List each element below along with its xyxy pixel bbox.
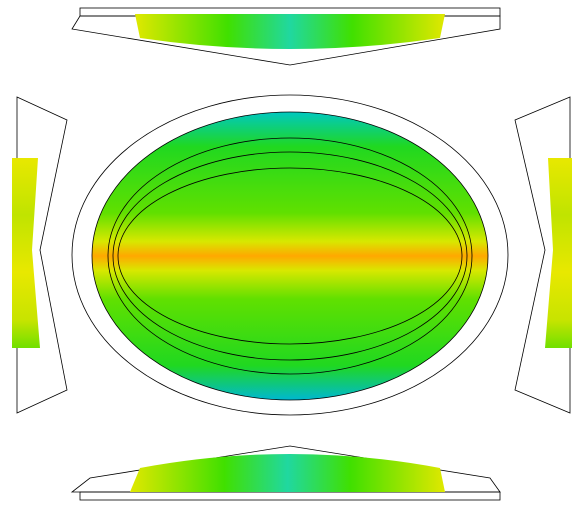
- main-roof: [71, 94, 509, 416]
- bottom-panel: [70, 445, 501, 501]
- right-panel: [514, 96, 572, 414]
- top-panel: [71, 7, 501, 66]
- left-panel: [12, 96, 68, 414]
